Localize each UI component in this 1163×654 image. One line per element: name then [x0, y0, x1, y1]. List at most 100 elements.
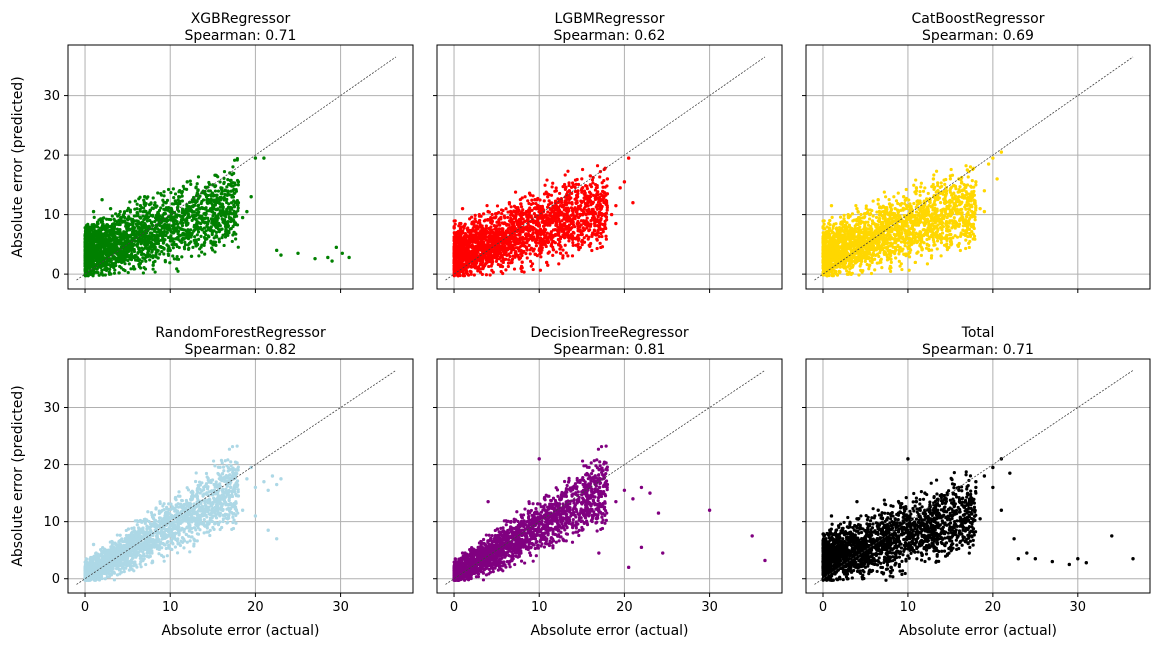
scatter-point [480, 255, 484, 259]
scatter-point [106, 248, 110, 252]
scatter-point [491, 250, 496, 254]
scatter-point [597, 210, 601, 215]
scatter-point [231, 181, 235, 185]
scatter-point [554, 186, 558, 190]
scatter-point [137, 232, 141, 236]
scatter-point [191, 214, 195, 218]
scatter-point [499, 215, 503, 220]
scatter-point [506, 230, 510, 234]
scatter-point [471, 262, 476, 266]
scatter-point [100, 268, 104, 272]
subplot-title: XGBRegressor [191, 11, 291, 27]
scatter-point [137, 197, 141, 201]
scatter-point [528, 193, 533, 197]
scatter-point [509, 220, 513, 224]
scatter-point [549, 237, 553, 241]
scatter-point [114, 263, 118, 268]
scatter-point [580, 239, 584, 244]
scatter-point [213, 221, 217, 225]
scatter-point [84, 258, 88, 262]
scatter-point [163, 258, 167, 263]
scatter-point [558, 191, 562, 196]
scatter-point [224, 215, 228, 219]
scatter-point [147, 247, 151, 251]
scatter-point [546, 263, 550, 267]
axes-frame [67, 44, 414, 290]
scatter-point [561, 233, 565, 237]
scatter-point [106, 254, 110, 258]
scatter-point [571, 237, 575, 242]
scatter-point [526, 220, 530, 224]
scatter-point [574, 237, 578, 241]
scatter-point [566, 235, 570, 239]
scatter-point [208, 207, 213, 211]
scatter-point [506, 247, 510, 251]
scatter-point [228, 183, 232, 187]
scatter-point [91, 274, 95, 278]
scatter-point [488, 252, 492, 256]
scatter-point [585, 226, 589, 230]
scatter-point [347, 255, 351, 260]
scatter-point [538, 268, 543, 272]
scatter-point [160, 233, 164, 238]
scatter-point [161, 198, 165, 202]
scatter-point [579, 230, 583, 235]
scatter-point [526, 238, 530, 242]
scatter-point [214, 234, 218, 238]
scatter-point [150, 233, 155, 237]
scatter-point [469, 272, 473, 276]
scatter-point [614, 203, 618, 208]
scatter-point [574, 182, 578, 186]
scatter-point [216, 189, 221, 193]
scatter-point [894, 256, 898, 260]
scatter-point [137, 229, 142, 233]
scatter-point [196, 203, 201, 207]
scatter-point [513, 216, 518, 220]
scatter-point [185, 217, 189, 221]
scatter-point [467, 237, 471, 241]
scatter-point [136, 240, 140, 244]
scatter-point [573, 206, 577, 210]
scatter-point [559, 210, 564, 214]
scatter-point [530, 208, 534, 212]
scatter-point [534, 252, 538, 256]
scatter-point [540, 246, 544, 250]
scatter-point [118, 210, 122, 214]
scatter-point [512, 267, 517, 271]
scatter-point [571, 183, 575, 187]
scatter-point [577, 182, 581, 187]
scatter-point [118, 259, 123, 263]
scatter-point [99, 217, 103, 221]
scatter-point [591, 193, 596, 197]
scatter-point [220, 202, 225, 206]
scatter-point [113, 268, 117, 272]
scatter-point [576, 245, 580, 249]
scatter-point [140, 250, 144, 254]
scatter-point [599, 218, 603, 222]
scatter-point [563, 213, 568, 217]
y-tick-label: 10 [43, 208, 60, 223]
scatter-point [116, 222, 121, 227]
scatter-point [565, 197, 569, 201]
scatter-point [481, 230, 485, 234]
scatter-point [546, 216, 550, 220]
scatter-point [155, 230, 159, 234]
scatter-point [473, 217, 477, 221]
scatter-point [543, 223, 547, 227]
scatter-point [484, 224, 488, 228]
scatter-point [203, 252, 207, 256]
scatter-point [452, 274, 456, 278]
scatter-point [467, 254, 472, 258]
scatter-point [496, 262, 500, 267]
scatter-point [136, 251, 140, 255]
scatter-points [821, 150, 1004, 278]
scatter-point [222, 243, 226, 248]
scatter-point [579, 223, 583, 227]
scatter-point [217, 221, 221, 225]
scatter-point [539, 255, 543, 259]
scatter-point [586, 223, 590, 227]
scatter-point [577, 207, 582, 211]
scatter-point [170, 210, 175, 214]
scatter-point [127, 262, 131, 266]
scatter-point [513, 251, 517, 255]
